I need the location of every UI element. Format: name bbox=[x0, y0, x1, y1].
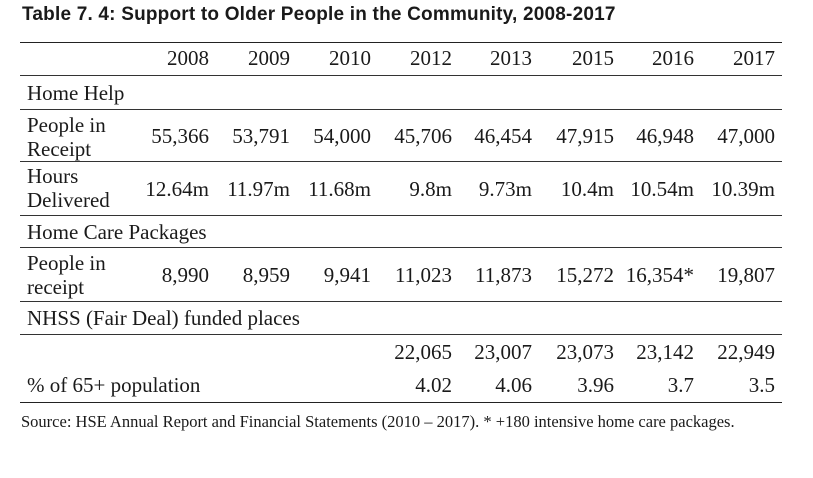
table-cell: 8,959 bbox=[242, 263, 290, 287]
table-cell: 54,000 bbox=[313, 124, 371, 148]
table-cell: 9,941 bbox=[323, 263, 371, 287]
year-header: 2010 bbox=[329, 46, 371, 70]
row-label-line: People in bbox=[27, 251, 106, 275]
table-cell: 11.68m bbox=[308, 177, 371, 201]
section-label-home-help: Home Help bbox=[27, 81, 125, 105]
table-cell: 4.02 bbox=[415, 373, 452, 397]
year-header: 2009 bbox=[248, 46, 290, 70]
year-header: 2008 bbox=[167, 46, 209, 70]
row-label-hours-delivered: Hours Delivered bbox=[27, 164, 110, 212]
table-cell: 10.4m bbox=[560, 177, 614, 201]
table-cell: 9.8m bbox=[409, 177, 452, 201]
table-cell: 47,000 bbox=[717, 124, 775, 148]
table-cell: 23,007 bbox=[474, 340, 532, 364]
year-header: 2017 bbox=[733, 46, 775, 70]
row-rule bbox=[20, 109, 782, 110]
row-label-line: People in bbox=[27, 113, 106, 137]
table-cell: 3.7 bbox=[667, 373, 694, 397]
year-header: 2012 bbox=[410, 46, 452, 70]
table-cell: 53,791 bbox=[232, 124, 290, 148]
table-cell: 3.96 bbox=[577, 373, 614, 397]
year-header: 2015 bbox=[572, 46, 614, 70]
table-cell: 10.39m bbox=[711, 177, 775, 201]
table-cell: 11.97m bbox=[227, 177, 290, 201]
table-cell: 55,366 bbox=[151, 124, 209, 148]
table-title: Table 7. 4: Support to Older People in t… bbox=[22, 4, 616, 25]
row-rule bbox=[20, 247, 782, 248]
row-rule bbox=[20, 334, 782, 335]
table-cell: 45,706 bbox=[394, 124, 452, 148]
row-label-line: Hours bbox=[27, 164, 79, 188]
source-note: Source: HSE Annual Report and Financial … bbox=[21, 412, 735, 431]
table-cell: 15,272 bbox=[556, 263, 614, 287]
row-label-line: Receipt bbox=[27, 137, 92, 161]
table-cell: 11,873 bbox=[475, 263, 532, 287]
row-rule bbox=[20, 215, 782, 216]
year-header: 2013 bbox=[490, 46, 532, 70]
table-cell: 22,065 bbox=[394, 340, 452, 364]
section-label-nhss: NHSS (Fair Deal) funded places bbox=[27, 306, 300, 330]
table-cell: 23,142 bbox=[636, 340, 694, 364]
year-header: 2016 bbox=[652, 46, 694, 70]
top-rule bbox=[20, 42, 782, 43]
row-label-line: Delivered bbox=[27, 188, 110, 212]
table-cell: 22,949 bbox=[717, 340, 775, 364]
header-rule bbox=[20, 75, 782, 76]
row-label-people-in-receipt: People in receipt bbox=[27, 251, 106, 299]
table-cell: 8,990 bbox=[161, 263, 209, 287]
row-label-line: receipt bbox=[27, 275, 85, 299]
table-cell: 3.5 bbox=[748, 373, 775, 397]
table-cell: 46,948 bbox=[636, 124, 694, 148]
table-cell: 47,915 bbox=[556, 124, 614, 148]
row-rule bbox=[20, 301, 782, 302]
table-cell: 9.73m bbox=[478, 177, 532, 201]
table-cell: 12.64m bbox=[145, 177, 209, 201]
row-rule bbox=[20, 161, 782, 162]
bottom-rule bbox=[20, 402, 782, 403]
section-label-home-care-packages: Home Care Packages bbox=[27, 220, 207, 244]
table-cell: 16,354* bbox=[625, 263, 694, 287]
row-label-pct-65-plus: % of 65+ population bbox=[27, 373, 201, 397]
table-cell: 23,073 bbox=[556, 340, 614, 364]
table-cell: 46,454 bbox=[474, 124, 532, 148]
table-cell: 11,023 bbox=[395, 263, 452, 287]
table-cell: 10.54m bbox=[630, 177, 694, 201]
table-cell: 4.06 bbox=[495, 373, 532, 397]
row-label-people-in-receipt: People in Receipt bbox=[27, 113, 106, 161]
table-cell: 19,807 bbox=[717, 263, 775, 287]
